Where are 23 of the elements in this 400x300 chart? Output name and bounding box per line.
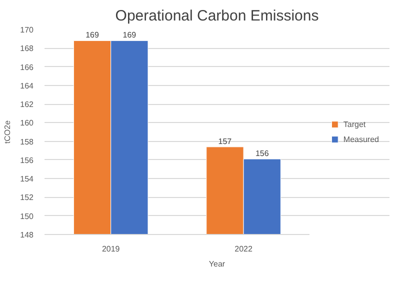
y-tick-label: 162 bbox=[20, 100, 34, 110]
data-label: 157 bbox=[218, 136, 232, 146]
y-axis-title: tCO2e bbox=[3, 120, 12, 144]
y-tick-label: 164 bbox=[20, 81, 34, 90]
x-axis-title: Year bbox=[208, 260, 226, 268]
data-label: 156 bbox=[255, 149, 270, 158]
legend-label: Target bbox=[343, 120, 366, 128]
data-label: 169 bbox=[86, 30, 100, 40]
y-tick-label: 158 bbox=[20, 137, 34, 146]
y-tick-label: 150 bbox=[20, 212, 34, 221]
y-tick-label: 166 bbox=[20, 62, 34, 72]
data-label: 169 bbox=[122, 30, 137, 40]
y-tick-label: 160 bbox=[20, 118, 34, 128]
y-tick-label: 170 bbox=[20, 26, 34, 34]
x-tick-label: 2019 bbox=[102, 244, 120, 254]
y-tick-label: 152 bbox=[20, 193, 34, 202]
y-tick-label: 168 bbox=[20, 44, 34, 54]
y-tick-label: 154 bbox=[20, 174, 34, 184]
y-tick-label: 148 bbox=[20, 230, 34, 240]
x-tick-label: 2022 bbox=[234, 244, 253, 254]
legend-label: Measured bbox=[343, 134, 379, 144]
y-tick-label: 156 bbox=[20, 156, 34, 165]
chart-title: Operational Carbon Emissions bbox=[115, 8, 319, 24]
